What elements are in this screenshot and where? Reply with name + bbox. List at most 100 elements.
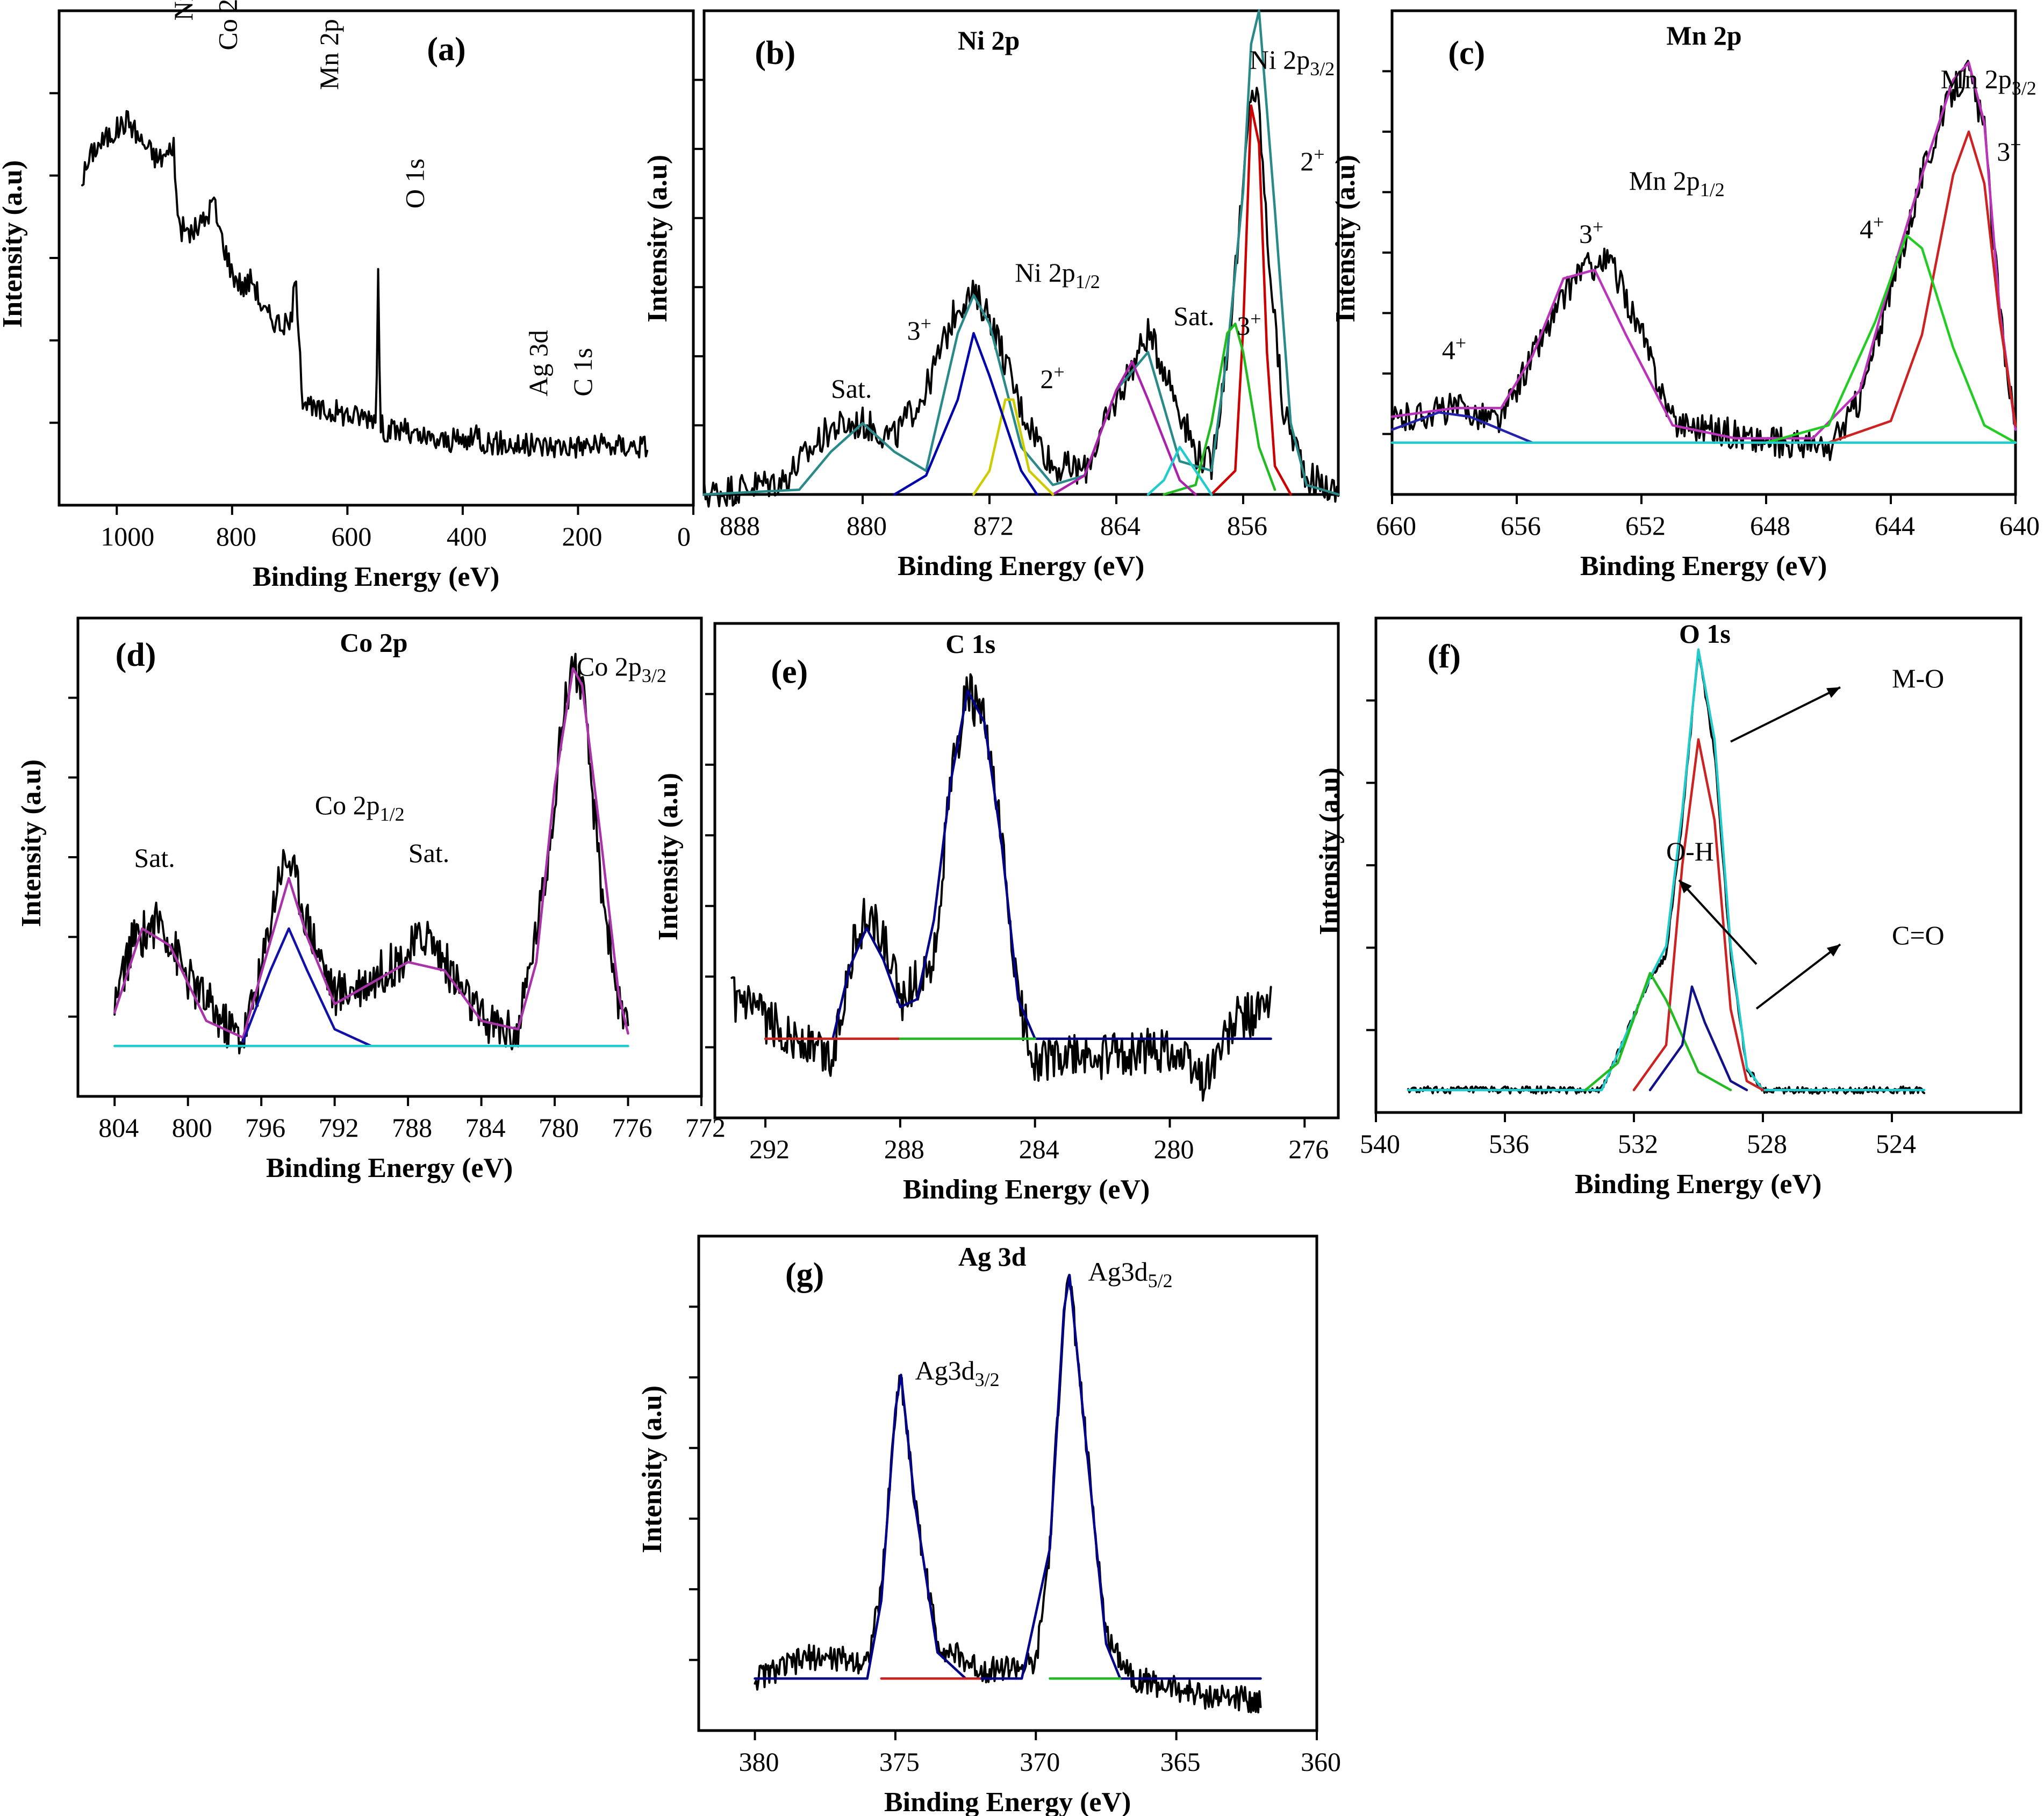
plot-frame: [713, 622, 1340, 1119]
peak-annotation: Ag3d3/2: [915, 1355, 1000, 1390]
series-line: [113, 652, 629, 1054]
plot-frame: [697, 1234, 1318, 1732]
peak-annotation: Sat.: [1173, 301, 1214, 331]
peak-annotation: Mn 2p: [314, 19, 344, 90]
x-tick-label: 800: [172, 1112, 212, 1143]
peak-annotation: Co 2p: [212, 0, 242, 51]
x-axis-label: Binding Energy (eV): [1580, 551, 1827, 582]
panel-letter: (c): [1448, 35, 1485, 71]
peak-annotation: 2+: [1300, 143, 1324, 176]
arrow-head: [1679, 880, 1692, 894]
annotation-arrow: [1755, 943, 1841, 1010]
arrow-head: [1826, 687, 1840, 698]
x-tick-label: 644: [1875, 511, 1915, 541]
peak-annotation: 4+: [1860, 211, 1884, 244]
x-tick-label: 648: [1750, 511, 1790, 541]
panel-b: 888 880 872 864 856 (b) Ni 2p Ni 2p3/2 2+ Sat. 3+ N…: [642, 9, 1340, 582]
panel-title: Ag 3d: [958, 1241, 1027, 1272]
x-tick-label: 288: [884, 1134, 924, 1164]
series-line: [730, 673, 1272, 1102]
x-axis-label: Binding Energy (eV): [903, 1174, 1150, 1205]
y-axis-label: Intensity (a.u): [1330, 155, 1361, 322]
series-line: [702, 9, 1340, 496]
x-tick-label: 200: [562, 521, 602, 551]
x-tick-label: 380: [739, 1747, 779, 1777]
y-axis-label: Intensity (a.u): [16, 759, 47, 927]
peak-annotation: O-H: [1666, 836, 1714, 866]
x-tick-label: 888: [720, 511, 760, 541]
x-tick-label: 788: [392, 1112, 432, 1143]
peak-annotation: 3+: [1237, 308, 1261, 341]
panel-g: 380 375 370 365 360 (g) Ag 3d Ag3d5/2 Ag3d3/2 Bin…: [637, 1234, 1341, 1816]
peak-annotation: 2+: [1040, 361, 1064, 394]
panel-title: Co 2p: [340, 627, 407, 657]
x-tick-label: 792: [319, 1112, 359, 1143]
x-tick-label: 360: [1301, 1747, 1341, 1777]
x-tick-label: 0: [677, 521, 691, 551]
plot-frame: [58, 9, 695, 507]
x-tick-label: 365: [1160, 1747, 1201, 1777]
peak-annotation: Co 2p3/2: [577, 651, 666, 686]
series-line: [754, 1274, 1262, 1680]
x-tick-label: 776: [612, 1112, 652, 1143]
series-line: [1407, 648, 1926, 1092]
panel-e: 292 288 284 280 276 (e) C 1s Binding Energy (eV…: [653, 622, 1340, 1205]
panel-c: 660 656 652 648 644 640 (c) Mn 2p Mn 2p3/2 3+ 4+ Mn…: [1330, 9, 2040, 582]
y-axis-label: Intensity (a.u): [653, 773, 684, 941]
series-line: [81, 110, 649, 459]
x-tick-label: 292: [749, 1134, 790, 1164]
x-tick-label: 780: [539, 1112, 579, 1143]
peak-annotation: Sat.: [831, 374, 872, 404]
peak-annotation: 3+: [1997, 134, 2021, 167]
plot-frame: [702, 9, 1340, 496]
x-tick-label: 800: [216, 521, 256, 551]
x-tick-label: 524: [1876, 1129, 1916, 1159]
series-line: [754, 1274, 1262, 1714]
series-line: [1765, 234, 2017, 444]
x-axis-label: Binding Energy (eV): [266, 1153, 513, 1183]
peak-annotation: O 1s: [400, 159, 430, 209]
panel-f: 540 536 532 528 524 (f) O 1s M-O O-H C=O Binding E…: [1314, 616, 2023, 1200]
series-line: [1632, 738, 1765, 1092]
panel-letter: (e): [771, 654, 808, 690]
x-axis-label: Binding Energy (eV): [884, 1787, 1131, 1816]
x-tick-label: 284: [1019, 1134, 1059, 1164]
peak-annotation: Ag3d5/2: [1088, 1257, 1173, 1291]
series-line: [1390, 61, 2017, 440]
panel-a: 1000 800 600 400 200 0 (a) Ni 2p Co 2p Mn 2p O 1s A…: [0, 0, 695, 592]
series-line: [1648, 985, 1748, 1092]
x-tick-label: 640: [1999, 511, 2040, 541]
x-tick-label: 856: [1227, 511, 1267, 541]
series-line: [1051, 360, 1197, 496]
panel-title: Mn 2p: [1666, 20, 1741, 51]
x-tick-label: 540: [1360, 1129, 1400, 1159]
x-tick-label: 872: [973, 511, 1014, 541]
peak-annotation: C 1s: [568, 348, 598, 396]
y-axis-label: Intensity (a.u): [1314, 767, 1345, 935]
x-tick-label: 784: [465, 1112, 506, 1143]
x-tick-label: 280: [1153, 1134, 1194, 1164]
x-tick-label: 1000: [101, 521, 154, 551]
series-line: [1210, 104, 1292, 496]
panel-letter: (b): [755, 35, 795, 71]
x-tick-label: 536: [1489, 1129, 1529, 1159]
x-tick-label: 276: [1288, 1134, 1329, 1164]
peak-annotation: 3+: [907, 313, 931, 346]
arrow-head: [1826, 944, 1840, 957]
panel-title: C 1s: [945, 629, 995, 659]
series-line: [1584, 972, 1732, 1092]
panel-letter: (g): [785, 1257, 824, 1293]
series-line: [972, 398, 1055, 496]
annotation-arrow: [1678, 879, 1758, 965]
x-tick-label: 660: [1376, 511, 1416, 541]
x-tick-label: 600: [331, 521, 371, 551]
peak-annotation: C=O: [1892, 920, 1945, 950]
series-line: [241, 927, 373, 1047]
peak-annotation: Sat.: [134, 843, 175, 873]
x-axis-label: Binding Energy (eV): [898, 551, 1144, 582]
series-line: [893, 332, 1038, 496]
x-tick-label: 370: [1020, 1747, 1060, 1777]
peak-annotation: Sat.: [408, 838, 449, 868]
y-axis-label: Intensity (a.u): [637, 1386, 668, 1553]
